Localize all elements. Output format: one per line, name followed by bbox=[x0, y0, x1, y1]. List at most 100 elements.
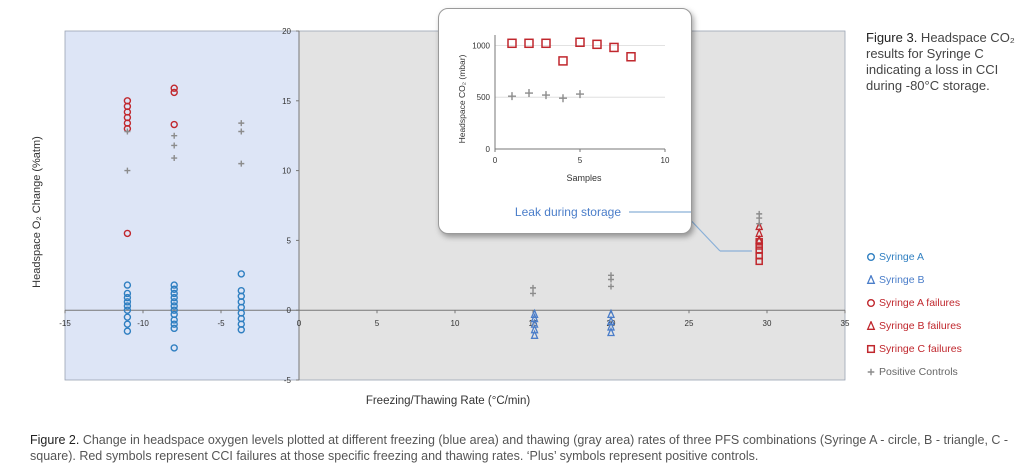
data-point bbox=[124, 128, 131, 135]
series-syringe-c-failures bbox=[755, 238, 763, 266]
legend-item: Syringe A failures bbox=[866, 296, 962, 319]
inset-y-tick-label: 500 bbox=[477, 93, 491, 102]
data-point bbox=[170, 289, 178, 298]
legend-label: Syringe A failures bbox=[879, 297, 961, 309]
data-point bbox=[123, 289, 132, 298]
inset-data-point bbox=[507, 38, 517, 49]
data-point bbox=[170, 310, 178, 319]
figure2-caption: Figure 2. Change in headspace oxygen lev… bbox=[30, 432, 1020, 464]
data-point bbox=[123, 306, 132, 314]
data-point bbox=[755, 242, 763, 250]
data-point bbox=[530, 324, 539, 334]
legend-item: Syringe B bbox=[866, 273, 962, 296]
data-point bbox=[123, 313, 132, 321]
inset-data-point bbox=[576, 90, 584, 99]
data-point bbox=[170, 302, 178, 310]
inset-x-axis-label: Samples bbox=[566, 173, 602, 183]
legend-label: Syringe C failures bbox=[879, 343, 962, 355]
inset-data-point bbox=[559, 94, 567, 103]
figure2-label: Figure 2. bbox=[30, 433, 80, 447]
legend-item: Syringe A bbox=[866, 250, 962, 273]
x-tick-label: -15 bbox=[59, 319, 71, 328]
inset-series-positive-controls bbox=[508, 89, 584, 103]
data-point bbox=[170, 120, 178, 129]
data-point bbox=[238, 160, 245, 167]
inset-data-point bbox=[542, 91, 550, 100]
x-tick-label: 25 bbox=[685, 319, 694, 328]
x-tick-label: 5 bbox=[375, 319, 380, 328]
legend-item: Positive Controls bbox=[866, 365, 962, 388]
inset-data-point bbox=[558, 56, 568, 66]
figure2-text: Change in headspace oxygen levels plotte… bbox=[30, 433, 1009, 463]
figure3-text: Headspace CO₂ results for Syringe C indi… bbox=[866, 30, 1015, 93]
data-point bbox=[755, 220, 764, 231]
inset-chart-panel: 0 500 1000 0 5 10 Samples Headspace CO₂ (mbar… bbox=[438, 8, 692, 234]
inset-data-point bbox=[524, 38, 534, 49]
data-point bbox=[530, 318, 539, 328]
main-y-axis-label: Headspace O₂ Change (%atm) bbox=[31, 136, 43, 288]
y-tick-label: -5 bbox=[284, 376, 292, 385]
y-tick-label: 10 bbox=[282, 167, 291, 176]
legend-marker-circle-icon bbox=[867, 253, 875, 262]
data-point bbox=[170, 84, 178, 92]
legend-marker-square-icon bbox=[866, 345, 876, 354]
data-point bbox=[756, 210, 763, 217]
data-point bbox=[607, 308, 615, 319]
legend-marker-triangle-icon bbox=[866, 320, 876, 331]
x-tick-label: 30 bbox=[763, 319, 772, 328]
data-point bbox=[170, 344, 178, 352]
inset-y-tick-label: 0 bbox=[486, 145, 491, 154]
figure3-caption: Figure 3. Headspace CO₂ results for Syri… bbox=[866, 30, 1030, 94]
data-point bbox=[170, 298, 178, 306]
legend-label: Syringe B failures bbox=[879, 320, 962, 332]
legend-marker bbox=[866, 345, 876, 354]
data-point bbox=[530, 290, 536, 297]
data-point bbox=[124, 167, 131, 174]
inset-data-point bbox=[575, 37, 585, 48]
x-tick-label: 35 bbox=[841, 319, 850, 328]
leak-annotation: Leak during storage bbox=[515, 205, 621, 219]
data-point bbox=[170, 320, 178, 328]
inset-data-point bbox=[541, 38, 551, 49]
data-point bbox=[123, 281, 132, 289]
data-point bbox=[171, 155, 178, 162]
data-point bbox=[170, 88, 178, 97]
data-point bbox=[530, 312, 539, 323]
data-point bbox=[755, 238, 763, 246]
inset-series-syringe-c bbox=[507, 37, 636, 66]
data-point bbox=[123, 229, 132, 238]
data-point bbox=[608, 272, 614, 279]
data-point bbox=[530, 329, 539, 339]
legend-label: Syringe A bbox=[879, 251, 924, 263]
data-point bbox=[755, 246, 763, 254]
main-x-axis-label: Freezing/Thawing Rate (°C/min) bbox=[366, 395, 531, 407]
data-point bbox=[530, 284, 536, 291]
x-tick-label: -5 bbox=[217, 319, 225, 328]
data-point bbox=[607, 326, 615, 337]
data-point bbox=[237, 270, 245, 278]
legend-item: Syringe C failures bbox=[866, 342, 962, 365]
y-tick-label: 15 bbox=[282, 97, 291, 106]
y-tick-label: 20 bbox=[282, 27, 291, 36]
inset-data-point bbox=[508, 92, 516, 101]
legend-marker bbox=[866, 320, 876, 331]
x-tick-label: 0 bbox=[297, 319, 302, 328]
inset-x-tick-label: 0 bbox=[493, 156, 498, 165]
data-point bbox=[755, 227, 764, 238]
data-point bbox=[170, 293, 178, 302]
inset-x-tick-label: 5 bbox=[578, 156, 583, 165]
region-freezing bbox=[64, 30, 300, 381]
data-point bbox=[170, 285, 178, 293]
inset-data-point bbox=[525, 89, 533, 98]
data-point bbox=[530, 308, 539, 319]
data-point bbox=[123, 293, 132, 302]
data-point bbox=[171, 132, 178, 139]
data-point bbox=[170, 324, 178, 333]
legend-marker bbox=[867, 299, 875, 308]
legend-label: Syringe B bbox=[879, 274, 925, 286]
legend-marker-circle-icon bbox=[867, 299, 875, 308]
legend-marker-triangle-icon bbox=[866, 274, 876, 285]
y-tick-label: 0 bbox=[287, 306, 292, 315]
data-point bbox=[123, 320, 132, 328]
y-tick-label: 5 bbox=[287, 236, 292, 245]
